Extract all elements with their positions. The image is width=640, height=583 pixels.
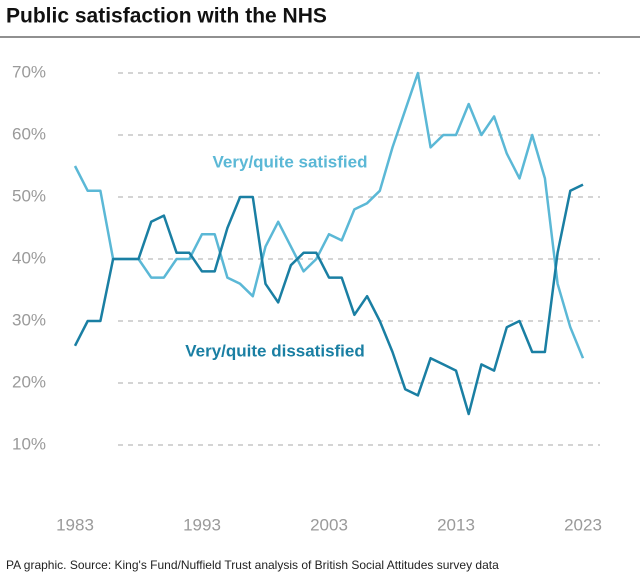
x-tick-label: 2003 [310, 515, 348, 534]
y-tick-label: 70% [12, 62, 46, 81]
series-label: Very/quite satisfied [213, 152, 368, 171]
series-label: Very/quite dissatisfied [185, 341, 365, 360]
y-tick-label: 10% [12, 434, 46, 453]
y-tick-label: 30% [12, 310, 46, 329]
chart-title: Public satisfaction with the NHS [6, 5, 327, 28]
y-tick-label: 20% [12, 372, 46, 391]
x-tick-label: 1983 [56, 515, 94, 534]
source: PA graphic. Source: King's Fund/Nuffield… [6, 558, 499, 572]
series-line [73, 71, 585, 359]
y-tick-label: 40% [12, 248, 46, 267]
series-line [73, 183, 584, 416]
x-tick-label: 2013 [437, 515, 475, 534]
x-tick-label: 1993 [183, 515, 221, 534]
x-tick-label: 2023 [564, 515, 602, 534]
y-tick-label: 50% [12, 186, 46, 205]
y-tick-label: 60% [12, 124, 46, 143]
